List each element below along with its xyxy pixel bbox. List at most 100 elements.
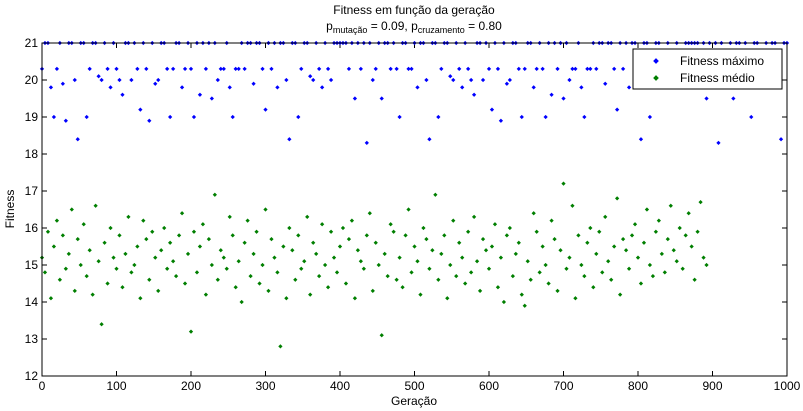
data-point-fitness-maximo <box>364 140 369 146</box>
data-point-fitness-medio <box>692 277 697 282</box>
data-point-fitness-maximo <box>251 81 256 86</box>
data-point-fitness-medio <box>451 218 456 223</box>
data-point-fitness-medio <box>638 281 644 286</box>
data-point-fitness-medio <box>525 259 530 264</box>
data-point-fitness-medio <box>176 233 182 238</box>
data-point-fitness-medio <box>147 277 152 282</box>
data-point-fitness-medio <box>477 288 483 294</box>
data-point-fitness-medio <box>457 240 462 245</box>
data-point-fitness-maximo <box>227 85 232 90</box>
data-point-fitness-medio <box>272 255 277 260</box>
x-tick-label: 900 <box>702 379 722 393</box>
data-point-fitness-medio <box>585 240 590 245</box>
data-point-fitness-medio <box>522 303 527 308</box>
data-point-fitness-medio <box>516 240 521 245</box>
data-point-fitness-medio <box>314 251 319 257</box>
data-point-fitness-medio <box>165 266 170 271</box>
plot-area <box>42 43 787 376</box>
data-point-fitness-maximo <box>48 85 54 90</box>
data-point-fitness-medio <box>197 244 203 249</box>
x-tick-label: 1000 <box>774 379 801 393</box>
data-point-fitness-medio <box>299 266 304 271</box>
data-point-fitness-maximo <box>209 96 214 101</box>
data-point-fitness-medio <box>659 251 664 257</box>
data-point-fitness-maximo <box>230 114 235 120</box>
data-point-fitness-maximo <box>165 66 170 72</box>
data-point-fitness-maximo <box>170 66 176 72</box>
data-point-fitness-medio <box>421 225 426 231</box>
chart-subtitle: pmutação = 0.09, pcruzamento = 0.80 <box>326 19 502 35</box>
data-point-fitness-maximo <box>188 66 194 72</box>
data-point-fitness-medio <box>200 222 206 227</box>
data-point-fitness-medio <box>54 218 60 223</box>
data-point-fitness-maximo <box>179 85 185 90</box>
data-point-fitness-medio <box>674 259 679 264</box>
data-point-fitness-medio <box>400 285 405 290</box>
data-point-fitness-medio <box>442 233 447 238</box>
data-point-fitness-medio <box>612 244 617 249</box>
data-point-fitness-medio <box>248 273 253 279</box>
data-point-fitness-maximo <box>197 92 203 97</box>
data-point-fitness-medio <box>60 233 65 238</box>
data-point-fitness-medio <box>412 244 417 249</box>
data-point-fitness-medio <box>379 333 384 338</box>
data-point-fitness-medio <box>194 270 200 275</box>
data-point-fitness-medio <box>266 288 271 294</box>
data-point-fitness-medio <box>209 262 214 268</box>
data-point-fitness-medio <box>170 259 176 264</box>
data-point-fitness-medio <box>141 218 146 223</box>
x-tick-label: 700 <box>553 379 573 393</box>
data-point-fitness-medio <box>358 259 363 264</box>
data-point-fitness-medio <box>385 273 390 279</box>
data-point-fitness-medio <box>704 262 709 268</box>
y-tick-label: 15 <box>25 258 39 272</box>
data-point-fitness-medio <box>552 236 557 242</box>
y-tick-label: 12 <box>25 369 39 383</box>
data-point-fitness-maximo <box>129 77 134 83</box>
data-point-fitness-medio <box>227 214 232 220</box>
data-point-fitness-medio <box>284 296 289 301</box>
data-point-fitness-medio <box>698 199 703 205</box>
data-point-fitness-medio <box>570 203 575 208</box>
data-point-fitness-medio <box>528 277 533 282</box>
data-point-fitness-medio <box>153 255 158 260</box>
data-point-fitness-medio <box>665 236 670 242</box>
data-point-fitness-medio <box>501 299 507 305</box>
data-point-fitness-medio <box>364 233 369 238</box>
data-point-fitness-medio <box>701 255 706 260</box>
data-point-fitness-medio <box>45 229 51 234</box>
data-point-fitness-medio <box>188 329 194 334</box>
data-point-fitness-medio <box>486 266 492 271</box>
data-point-fitness-medio <box>102 240 107 245</box>
data-point-fitness-medio <box>257 281 262 286</box>
legend-label-fitness-maximo: Fitness máximo <box>680 54 764 68</box>
data-point-fitness-medio <box>221 255 226 260</box>
data-point-fitness-medio <box>582 273 587 279</box>
data-point-fitness-medio <box>150 229 155 234</box>
data-point-fitness-maximo <box>215 77 220 83</box>
data-point-fitness-medio <box>394 277 399 282</box>
data-point-fitness-maximo <box>138 107 143 112</box>
data-point-fitness-medio <box>445 296 450 301</box>
data-point-fitness-medio <box>391 229 396 234</box>
data-point-fitness-medio <box>182 281 188 286</box>
data-point-fitness-medio <box>355 248 361 253</box>
x-tick-label: 100 <box>106 379 126 393</box>
legend: Fitness máximo Fitness médio <box>632 48 783 90</box>
data-point-fitness-medio <box>588 225 593 231</box>
data-point-fitness-medio <box>317 273 322 279</box>
data-point-fitness-medio <box>463 281 468 286</box>
data-point-fitness-maximo <box>203 66 209 72</box>
data-point-fitness-medio <box>352 296 358 301</box>
data-point-fitness-medio <box>448 262 453 268</box>
data-point-fitness-medio <box>409 270 414 275</box>
data-point-fitness-medio <box>492 222 498 227</box>
data-point-fitness-medio <box>343 281 349 286</box>
data-point-fitness-medio <box>325 285 331 290</box>
x-tick-label: 500 <box>404 379 424 393</box>
data-point-fitness-maximo <box>716 140 721 146</box>
data-point-fitness-medio <box>543 262 548 268</box>
data-point-fitness-medio <box>242 240 247 245</box>
data-point-fitness-medio <box>159 248 164 253</box>
y-tick-label: 18 <box>25 147 39 161</box>
